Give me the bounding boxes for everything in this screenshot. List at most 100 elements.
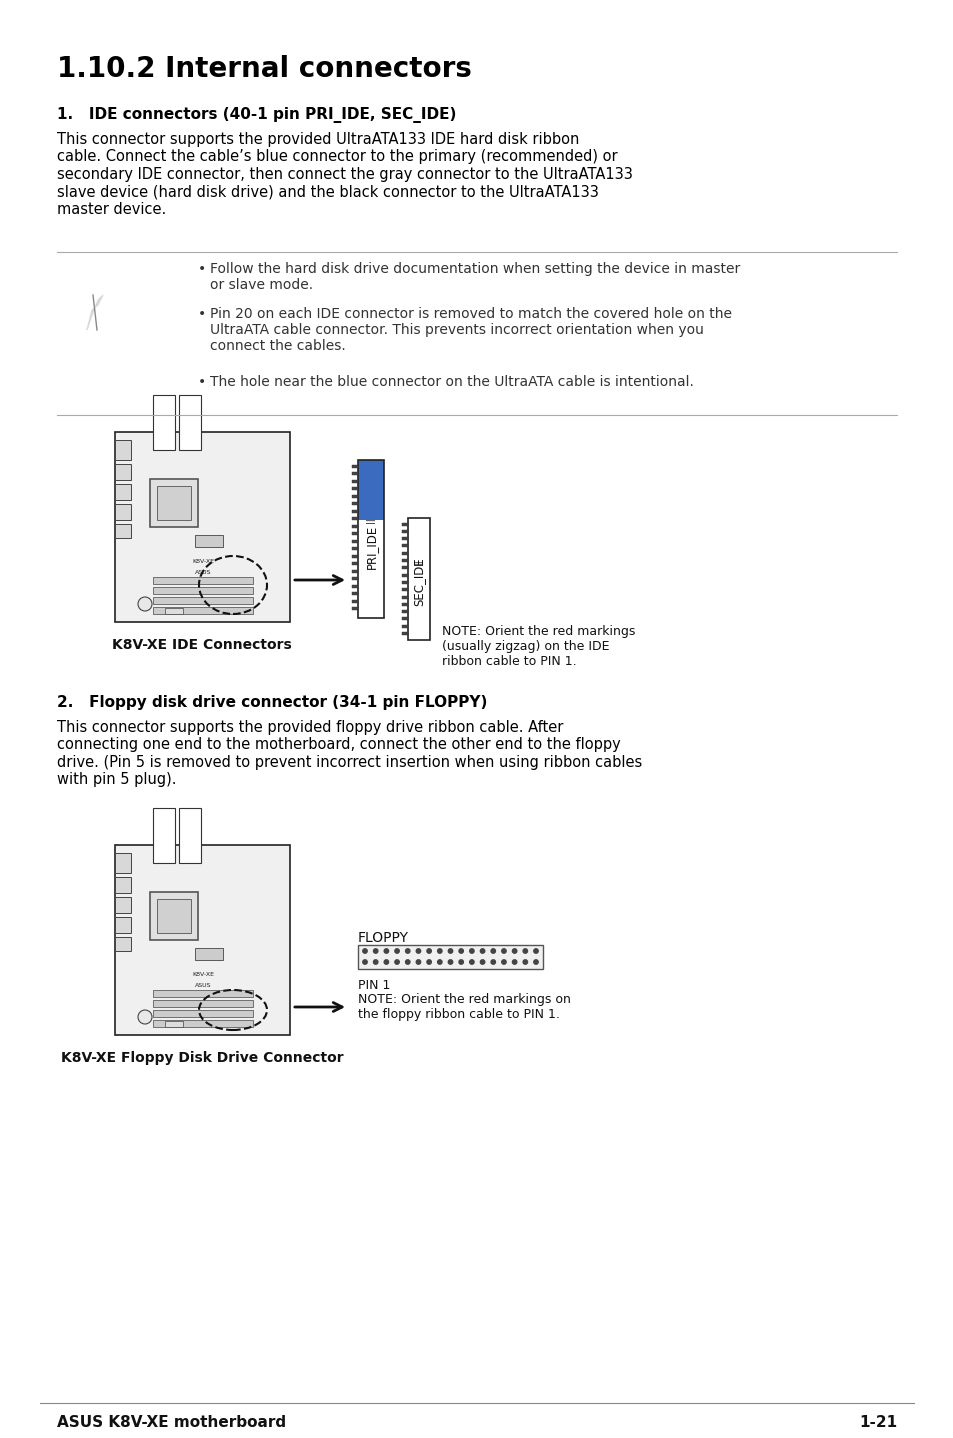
Bar (352, 555, 357, 558)
Bar (352, 569, 357, 572)
Bar (115, 846, 290, 1035)
Bar (115, 503, 131, 521)
Circle shape (469, 959, 474, 965)
Circle shape (373, 959, 377, 965)
Circle shape (395, 959, 399, 965)
Text: ||: || (414, 559, 423, 565)
Bar (152, 587, 253, 594)
Bar (115, 853, 131, 873)
Bar (401, 522, 408, 525)
Bar (352, 584, 357, 588)
Bar (152, 808, 174, 863)
Circle shape (362, 959, 367, 965)
Circle shape (416, 959, 420, 965)
Bar (352, 487, 357, 490)
Bar (352, 464, 357, 467)
Text: Follow the hard disk drive documentation when setting the device in master
or sl: Follow the hard disk drive documentation… (210, 262, 740, 292)
Bar (115, 431, 290, 623)
Bar (352, 502, 357, 505)
Circle shape (448, 959, 453, 965)
Bar (152, 395, 174, 450)
Text: ||: || (366, 518, 375, 523)
Circle shape (469, 949, 474, 953)
Circle shape (405, 949, 410, 953)
Circle shape (512, 949, 517, 953)
Circle shape (512, 959, 517, 965)
Circle shape (458, 949, 463, 953)
Text: K8V-XE: K8V-XE (192, 559, 213, 564)
Circle shape (491, 959, 495, 965)
Text: 1.   IDE connectors (40-1 pin PRI_IDE, SEC_IDE): 1. IDE connectors (40-1 pin PRI_IDE, SEC… (57, 106, 456, 124)
Circle shape (416, 949, 420, 953)
Bar (152, 1020, 253, 1027)
Bar (352, 495, 357, 498)
Text: NOTE: Orient the red markings on
the floppy ribbon cable to PIN 1.: NOTE: Orient the red markings on the flo… (357, 994, 570, 1021)
Bar (115, 897, 131, 913)
Circle shape (501, 959, 506, 965)
Bar (352, 592, 357, 595)
Bar (352, 607, 357, 610)
Text: 2.   Floppy disk drive connector (34-1 pin FLOPPY): 2. Floppy disk drive connector (34-1 pin… (57, 695, 487, 710)
Bar (401, 529, 408, 533)
Text: This connector supports the provided floppy drive ribbon cable. After
connecting: This connector supports the provided flo… (57, 720, 641, 787)
Polygon shape (87, 295, 103, 329)
Text: ASUS: ASUS (194, 569, 211, 575)
Bar (152, 607, 253, 614)
Circle shape (373, 949, 377, 953)
Bar (401, 617, 408, 620)
Bar (401, 545, 408, 548)
Bar (352, 518, 357, 521)
Bar (357, 460, 384, 618)
Bar (352, 525, 357, 528)
Bar (150, 892, 198, 940)
Text: K8V-XE: K8V-XE (192, 972, 213, 976)
Bar (115, 938, 131, 951)
Circle shape (534, 949, 537, 953)
Bar (401, 588, 408, 591)
Text: PIN 1: PIN 1 (357, 979, 390, 992)
Bar (357, 945, 542, 969)
Bar (401, 559, 408, 562)
Text: This connector supports the provided UltraATA133 IDE hard disk ribbon
cable. Con: This connector supports the provided Ult… (57, 132, 632, 217)
Bar (165, 1021, 183, 1027)
Bar (115, 485, 131, 500)
Bar (152, 1009, 253, 1017)
Circle shape (384, 949, 388, 953)
Bar (194, 948, 223, 961)
Bar (352, 600, 357, 603)
Circle shape (395, 949, 399, 953)
Text: K8V-XE Floppy Disk Drive Connector: K8V-XE Floppy Disk Drive Connector (61, 1051, 343, 1066)
Text: The hole near the blue connector on the UltraATA cable is intentional.: The hole near the blue connector on the … (210, 375, 693, 390)
Circle shape (138, 1009, 152, 1024)
Bar (152, 989, 253, 997)
Bar (401, 631, 408, 636)
Circle shape (138, 597, 152, 611)
Bar (352, 509, 357, 512)
Circle shape (362, 949, 367, 953)
Text: •: • (198, 262, 206, 276)
Circle shape (522, 949, 527, 953)
Text: Pin 20 on each IDE connector is removed to match the covered hole on the
UltraAT: Pin 20 on each IDE connector is removed … (210, 306, 731, 354)
Bar (115, 464, 131, 480)
Bar (401, 624, 408, 628)
Bar (401, 567, 408, 569)
Circle shape (448, 949, 453, 953)
Bar (401, 603, 408, 605)
Circle shape (491, 949, 495, 953)
Text: ASUS K8V-XE motherboard: ASUS K8V-XE motherboard (57, 1415, 286, 1429)
Bar (115, 440, 131, 460)
Bar (115, 917, 131, 933)
Bar (352, 546, 357, 549)
Bar (352, 532, 357, 535)
Bar (401, 574, 408, 577)
Circle shape (437, 959, 441, 965)
Bar (352, 539, 357, 542)
Bar (179, 395, 201, 450)
Bar (352, 562, 357, 565)
Bar (401, 610, 408, 613)
Circle shape (384, 959, 388, 965)
Circle shape (522, 959, 527, 965)
Bar (401, 538, 408, 541)
Bar (194, 535, 223, 546)
Bar (152, 597, 253, 604)
